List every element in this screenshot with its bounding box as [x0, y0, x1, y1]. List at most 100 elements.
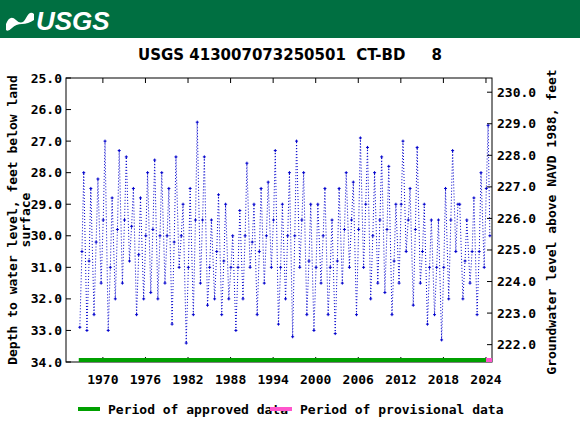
y2-tick-label: 225.0 — [497, 242, 536, 257]
data-point — [146, 171, 149, 174]
data-point — [258, 250, 261, 253]
x-tick-label: 1994 — [257, 372, 288, 387]
data-point — [398, 282, 401, 285]
data-point — [426, 323, 429, 326]
x-tick-label: 2024 — [470, 372, 501, 387]
data-point — [244, 234, 247, 237]
data-point — [153, 159, 156, 162]
data-point — [302, 171, 305, 174]
data-point — [286, 234, 289, 237]
data-point — [300, 219, 303, 222]
data-point — [260, 187, 263, 190]
data-point — [476, 313, 479, 316]
y-tick-label: 31.0 — [31, 260, 62, 275]
data-point — [215, 250, 218, 253]
y-tick — [66, 204, 71, 205]
data-point — [316, 203, 319, 206]
data-point — [291, 335, 294, 338]
data-point — [270, 266, 273, 269]
data-point — [178, 266, 181, 269]
data-point — [322, 234, 325, 237]
data-point — [401, 140, 404, 143]
x-tick-top — [230, 78, 231, 83]
data-point — [116, 228, 119, 231]
data-point — [217, 193, 220, 196]
y2-tick-label: 230.0 — [497, 85, 536, 100]
data-point — [350, 219, 353, 222]
data-point — [390, 313, 393, 316]
data-point — [355, 313, 358, 316]
x-tick-label: 1982 — [172, 372, 203, 387]
data-point — [305, 313, 308, 316]
data-point — [220, 313, 223, 316]
y2-tick-label: 226.0 — [497, 211, 536, 226]
data-point — [82, 171, 85, 174]
data-point — [371, 234, 374, 237]
y-tick-label: 29.0 — [31, 197, 62, 212]
data-point — [213, 297, 216, 300]
data-point — [224, 203, 227, 206]
data-point — [251, 241, 254, 244]
data-point — [440, 338, 443, 341]
y-tick-label: 33.0 — [31, 323, 62, 338]
x-tick-top — [400, 78, 401, 83]
data-point — [252, 203, 255, 206]
x-tick-top — [358, 78, 359, 83]
data-point — [435, 266, 438, 269]
x-tick-top — [102, 78, 103, 83]
data-point — [419, 282, 422, 285]
data-point — [338, 187, 341, 190]
data-point — [433, 313, 436, 316]
data-point — [409, 187, 412, 190]
data-point — [400, 203, 403, 206]
data-point — [173, 241, 176, 244]
data-point — [423, 203, 426, 206]
x-tick-label: 2006 — [343, 372, 374, 387]
data-point — [329, 266, 332, 269]
logo-wave — [6, 13, 34, 31]
y2-tick — [487, 313, 492, 314]
data-point — [256, 313, 259, 316]
data-point — [88, 260, 91, 263]
data-point — [485, 187, 488, 190]
x-tick-label: 2012 — [385, 372, 416, 387]
data-point — [345, 171, 348, 174]
y-tick — [66, 330, 71, 331]
data-point — [327, 313, 330, 316]
plot-frame — [66, 78, 492, 362]
data-point — [487, 124, 490, 127]
y-tick-label: 28.0 — [31, 165, 62, 180]
data-point — [208, 266, 211, 269]
data-point — [348, 266, 351, 269]
y-tick-label: 26.0 — [31, 102, 62, 117]
data-point — [380, 155, 383, 158]
data-point — [123, 219, 126, 222]
data-point — [343, 228, 346, 231]
data-point — [227, 297, 230, 300]
data-point — [128, 260, 131, 263]
data-point — [109, 266, 112, 269]
data-point — [341, 282, 344, 285]
data-point — [444, 187, 447, 190]
data-point — [405, 250, 408, 253]
data-point — [284, 297, 287, 300]
data-point — [357, 228, 360, 231]
data-point — [416, 146, 419, 149]
y-tick-label: 27.0 — [31, 134, 62, 149]
data-point — [461, 297, 464, 300]
data-point — [234, 329, 237, 332]
data-point — [369, 297, 372, 300]
plot-area — [78, 121, 492, 360]
data-point — [182, 203, 185, 206]
data-point — [151, 228, 154, 231]
x-tick-top — [443, 78, 444, 83]
data-point — [320, 282, 323, 285]
data-point — [149, 291, 152, 294]
period-bar — [486, 358, 492, 362]
y2-axis-label: Groundwater level above NAVD 1988, feet — [544, 69, 559, 374]
data-point — [241, 297, 244, 300]
data-point — [135, 313, 138, 316]
data-point — [334, 332, 337, 335]
data-point — [387, 165, 390, 168]
y2-tick-label: 228.0 — [497, 148, 536, 163]
